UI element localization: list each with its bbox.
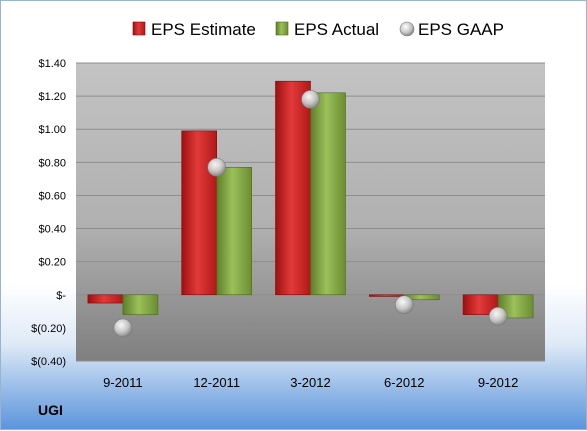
x-tick-label: 9-2011 [103,375,143,390]
legend-label-actual: EPS Actual [294,20,379,39]
point-eps-gaap [394,295,414,315]
legend-swatch-gaap [399,21,415,37]
y-axis-ticks: $(0.40) $(0.20) $- $0.20 $0.40 $0.60 $0.80 $1.0… [31,58,66,368]
point-eps-gaap [207,158,226,177]
gaap-markers [113,90,508,338]
y-tick-label: $0.60 [38,190,66,202]
legend-label-estimate: EPS Estimate [151,20,256,39]
bar-eps-estimate [368,294,405,297]
bar-eps-actual [216,167,252,296]
y-tick-label: $0.80 [38,157,66,169]
y-tick-label: $1.20 [38,91,66,103]
y-tick-label: $(0.20) [31,323,66,335]
bar-eps-estimate [275,80,311,296]
legend: EPS Estimate EPS Actual EPS GAAP [132,20,504,39]
y-tick-label: $- [56,290,66,302]
point-eps-gaap [488,306,508,326]
x-tick-label: 9-2012 [478,375,518,390]
bar-eps-estimate [181,130,217,296]
x-tick-label: 6-2012 [384,375,424,390]
point-eps-gaap [113,318,133,338]
x-tick-label: 3-2012 [290,375,330,390]
bar-eps-actual [310,92,346,296]
legend-swatch-actual [275,21,289,36]
legend-label-gaap: EPS GAAP [418,20,504,39]
y-tick-label: $(0.40) [31,356,66,368]
legend-swatch-estimate [132,21,146,36]
x-axis-ticks: 9-2011 12-2011 3-2012 6-2012 9-2012 [103,375,518,390]
bar-eps-estimate [87,294,124,304]
bar-eps-actual [497,294,534,319]
x-tick-label: 12-2011 [193,375,240,390]
y-tick-label: $0.20 [38,257,66,269]
point-eps-gaap [301,90,320,109]
bars [87,80,534,319]
y-tick-label: $1.00 [38,124,66,136]
ticker-label: UGI [38,402,63,418]
y-tick-label: $1.40 [38,58,66,70]
bar-eps-actual [122,294,159,315]
y-tick-label: $0.40 [38,224,66,236]
